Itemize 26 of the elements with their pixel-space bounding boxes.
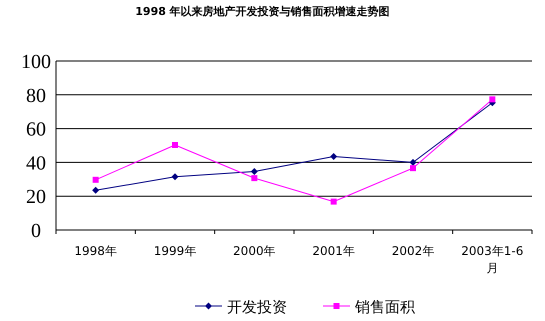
y-tick-label: 40 xyxy=(26,152,46,174)
y-tick-label: 20 xyxy=(26,186,46,208)
point xyxy=(251,175,258,182)
point xyxy=(330,152,338,160)
point xyxy=(489,96,496,102)
legend-label: 销售面积 xyxy=(354,298,415,316)
x-tick-label: 2003年1-6月 xyxy=(461,244,524,275)
point xyxy=(250,168,258,176)
x-tick-label: 2000年 xyxy=(233,244,276,258)
y-tick-label: 80 xyxy=(26,84,46,107)
point xyxy=(410,158,416,166)
y-tick-label: 100 xyxy=(21,51,51,73)
x-tick-label: 1998年 xyxy=(74,244,117,258)
y-tick-label: 60 xyxy=(26,118,46,141)
point xyxy=(92,176,99,183)
y-tick-label: 0 xyxy=(31,220,41,242)
x-tick-label: 1999年 xyxy=(154,244,196,258)
point xyxy=(410,165,416,172)
point xyxy=(92,186,100,194)
point xyxy=(172,173,178,180)
point xyxy=(330,198,337,205)
x-tick-label: 2002年 xyxy=(392,244,434,258)
x-tick-label: 2001年 xyxy=(312,244,355,258)
point xyxy=(172,142,178,148)
chart-title: 1998 年以来房地产开发投资与销售面积增速走势图 xyxy=(135,5,390,18)
legend-label: 开发投资 xyxy=(227,298,287,316)
